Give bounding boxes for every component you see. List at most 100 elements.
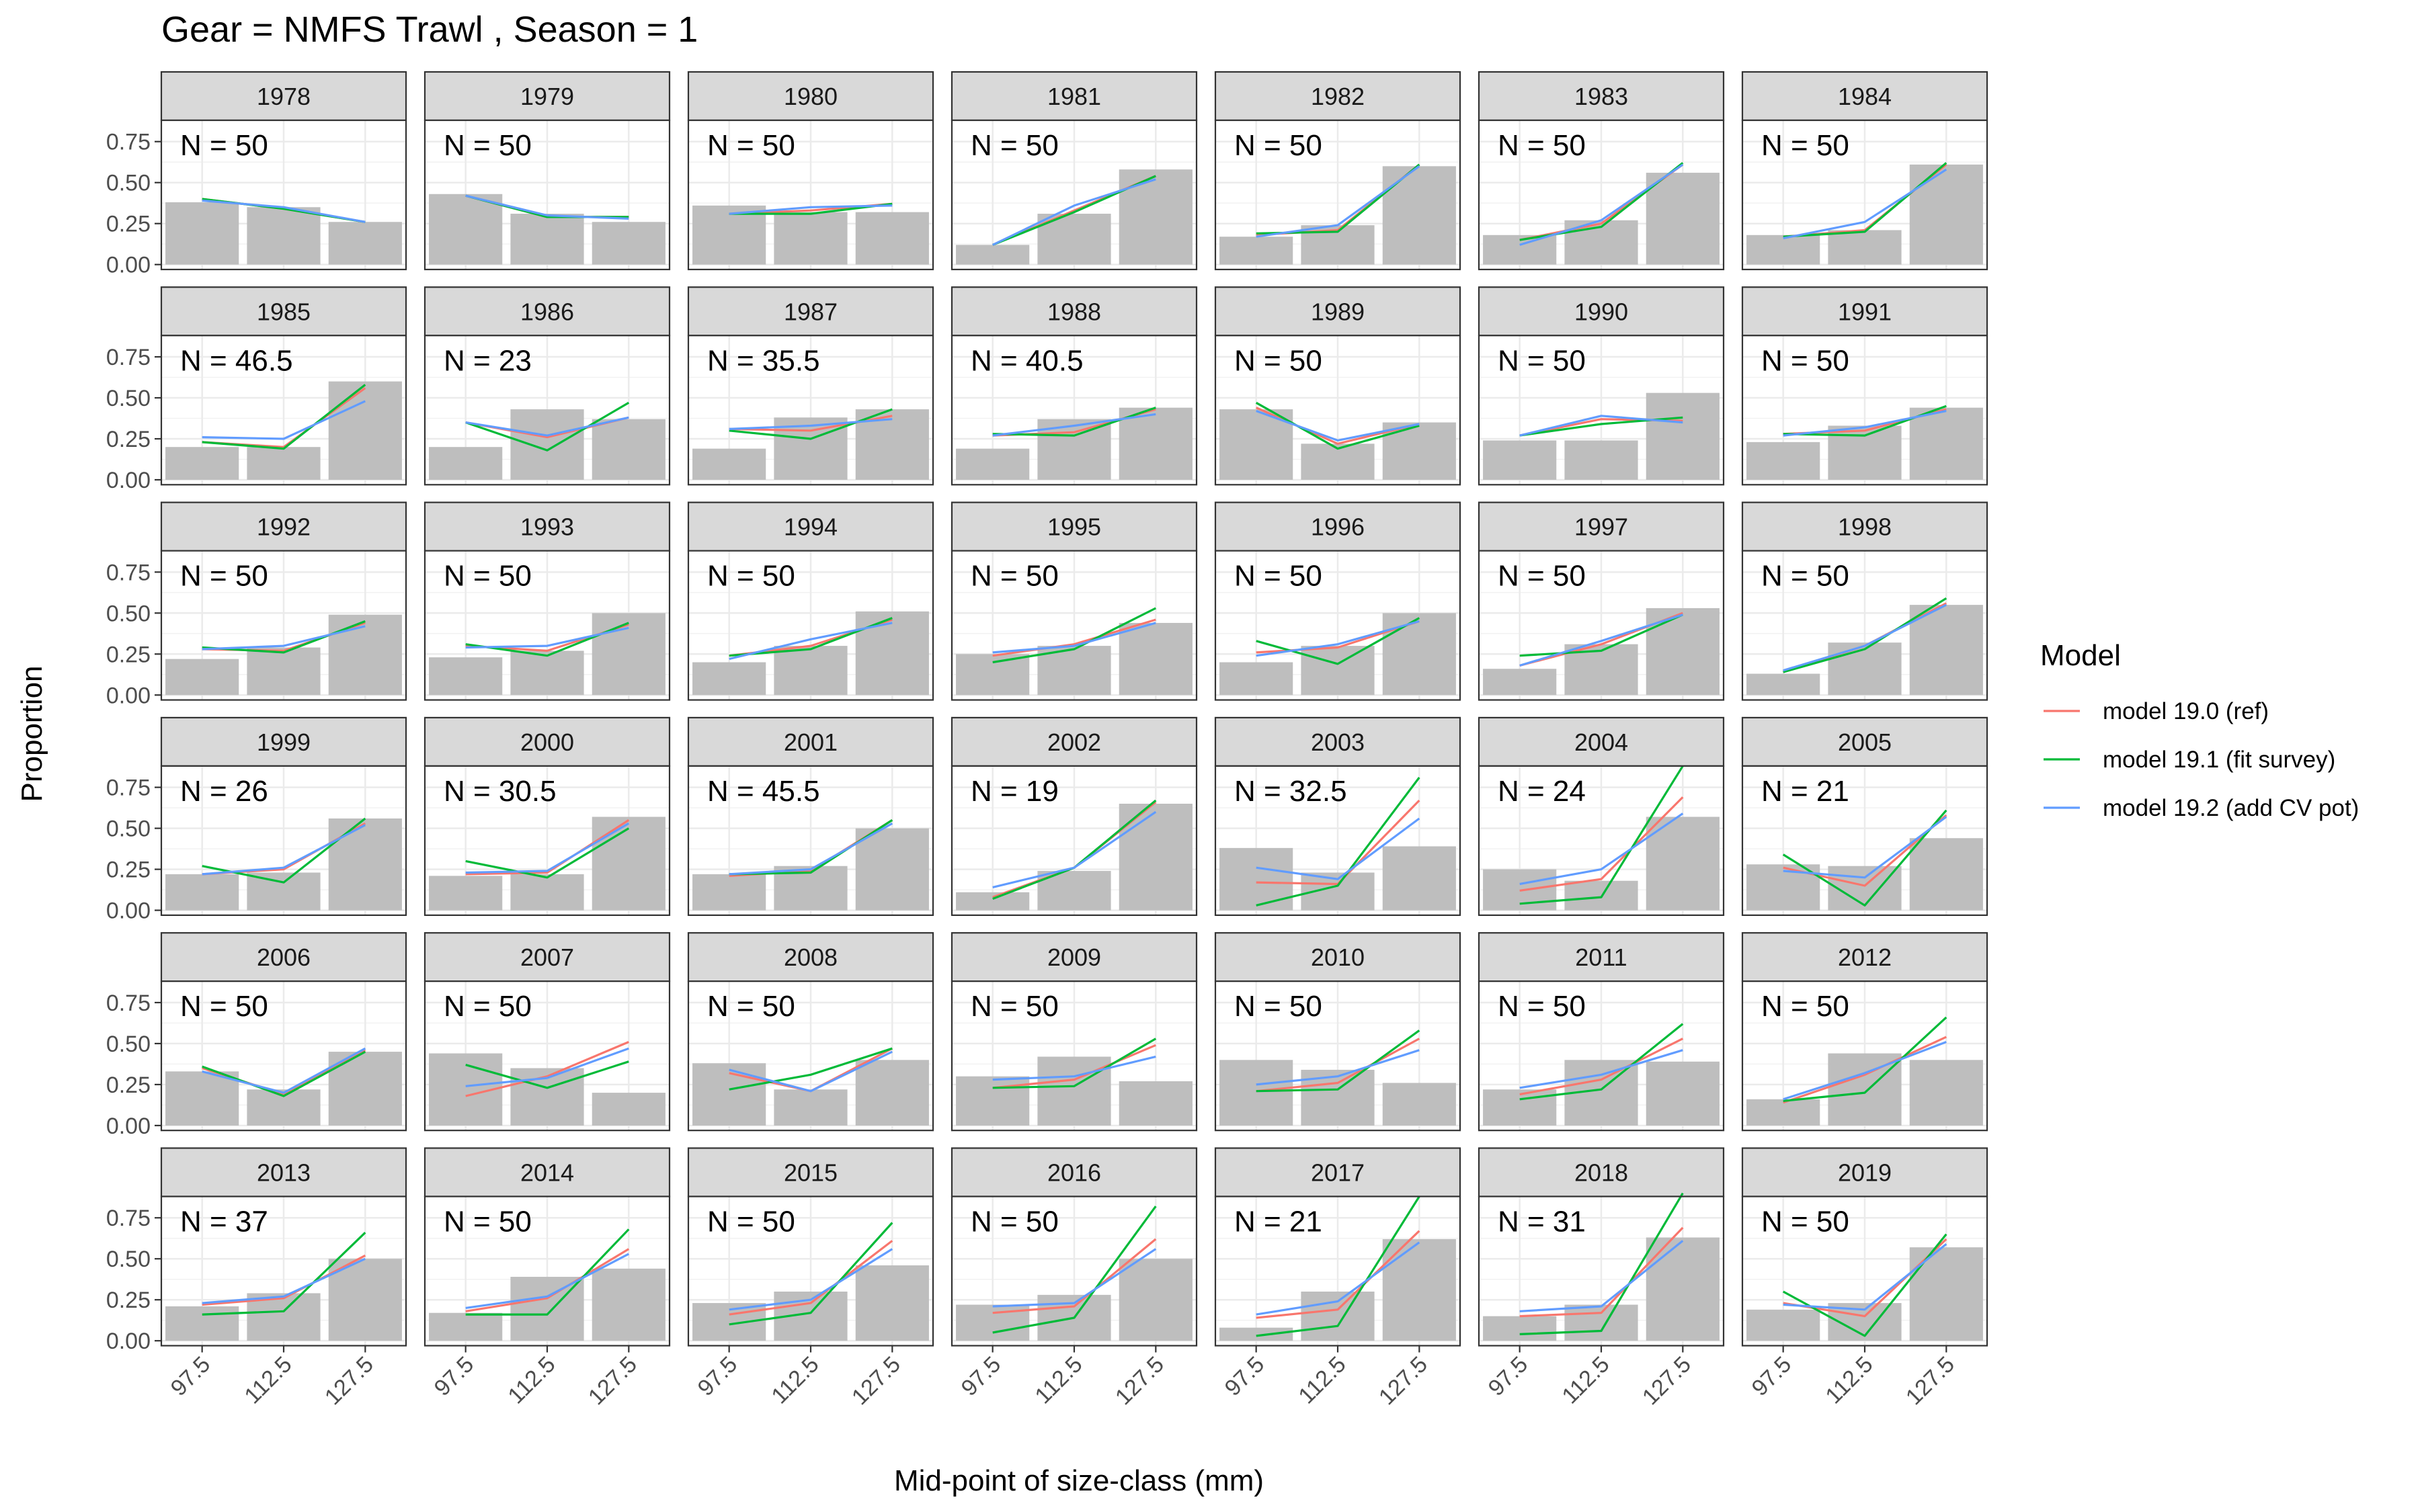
- facet-panel: 1979 N = 50: [424, 71, 671, 271]
- series-line-model-19-1: [1255, 401, 1420, 450]
- facet-strip: [1741, 1147, 1988, 1198]
- series-line-model-19-1: [465, 827, 630, 879]
- observed-bar: [855, 212, 929, 265]
- facet-panel: 1984 N = 50: [1741, 71, 1988, 271]
- series-line-model-19-1: [1783, 1016, 1947, 1102]
- sample-size-label: N = 50: [707, 129, 795, 162]
- facet-panel: 1997 N = 50: [1478, 501, 1725, 701]
- observed-bar: [1828, 866, 1902, 911]
- y-axis-label: Proportion: [15, 665, 48, 802]
- observed-bar: [774, 1089, 848, 1126]
- series-line-model-19-0: [992, 1044, 1156, 1089]
- facet-strip: [951, 1147, 1198, 1198]
- observed-bar: [165, 447, 239, 480]
- sample-size-label: N = 50: [1234, 129, 1322, 162]
- panel-border: [160, 335, 407, 486]
- y-tick-label: 0.25: [106, 1288, 151, 1313]
- panel-border: [160, 980, 407, 1132]
- series-line-model-19-1: [465, 401, 630, 452]
- facet-panel: 1981 N = 50: [951, 71, 1198, 271]
- sample-size-label: N = 24: [1498, 775, 1586, 808]
- facet-strip-label: 1994: [784, 513, 838, 541]
- sample-size-label: N = 50: [707, 1206, 795, 1238]
- sample-size-label: N = 50: [1234, 990, 1322, 1023]
- observed-bar: [165, 874, 239, 911]
- facet-panel: 1993 N = 50: [424, 501, 671, 701]
- panel-border: [1478, 119, 1725, 271]
- facet-strip: [1741, 286, 1988, 337]
- series-line-model-19-2: [1783, 603, 1947, 672]
- facet-panel: 1998 N = 50: [1741, 501, 1988, 701]
- facet-panel: 1996 N = 50: [1214, 501, 1461, 701]
- series-line-model-19-2: [1783, 409, 1947, 437]
- observed-bar: [165, 202, 239, 265]
- facet-strip: [1478, 501, 1725, 552]
- sample-size-label: N = 50: [444, 560, 532, 593]
- observed-bar: [429, 194, 503, 265]
- x-axis-label: Mid-point of size-class (mm): [894, 1464, 1264, 1497]
- facet-strip: [1478, 716, 1725, 767]
- observed-bar: [165, 659, 239, 696]
- legend: Model model 19.0 (ref) model 19.1 (fit su…: [2040, 639, 2359, 829]
- series-line-model-19-2: [1519, 415, 1683, 437]
- facet-strip: [160, 932, 407, 982]
- facet-panel: 2008 N = 50: [687, 932, 934, 1132]
- sample-size-label: N = 50: [971, 560, 1059, 593]
- series-line-model-19-1: [202, 384, 366, 450]
- observed-bar: [692, 1063, 766, 1126]
- series-line-model-19-2: [1256, 165, 1420, 238]
- facet-strip-label: 2008: [784, 943, 838, 971]
- panel-border: [160, 765, 407, 917]
- observed-bar: [855, 828, 929, 911]
- facet-strip-label: 2006: [257, 943, 311, 971]
- series-line-model-19-2: [202, 824, 366, 876]
- facet-panel: 1999 N = 26 0.00 0.25 0.50 0.75: [106, 716, 407, 924]
- facet-strip: [1741, 932, 1988, 982]
- facet-panel: 2002 N = 19: [951, 716, 1198, 917]
- facet-panel: 1995 N = 50: [951, 501, 1198, 701]
- series-line-model-19-0: [1519, 1038, 1684, 1096]
- facet-strip: [1741, 71, 1988, 122]
- facet-strip-label: 1989: [1311, 298, 1365, 325]
- series-line-model-19-1: [729, 1047, 893, 1091]
- facet-strip: [424, 71, 671, 122]
- facet-strip-label: 1979: [520, 83, 574, 110]
- legend-item: model 19.1 (fit survey): [2040, 738, 2335, 781]
- sample-size-label: N = 50: [707, 560, 795, 593]
- y-tick-label: 0.75: [106, 1206, 151, 1231]
- panel-border: [1741, 550, 1988, 701]
- observed-bar: [429, 447, 503, 480]
- observed-bar: [1828, 425, 1902, 480]
- facet-strip: [160, 716, 407, 767]
- y-tick-label: 0.75: [106, 560, 151, 585]
- y-tick-label: 0.00: [106, 898, 151, 924]
- y-tick-label: 0.25: [106, 857, 151, 883]
- observed-bar: [1646, 173, 1720, 265]
- facet-strip-label: 2002: [1047, 728, 1101, 756]
- legend-label: model 19.2 (add CV pot): [2103, 795, 2359, 821]
- observed-bar: [1382, 1083, 1456, 1126]
- facet-strip-label: 2015: [784, 1159, 838, 1187]
- series-line-model-19-2: [992, 810, 1157, 888]
- facet-strip: [687, 716, 934, 767]
- facet-strip-label: 1993: [520, 513, 574, 541]
- facet-panel: 2011 N = 50: [1478, 932, 1725, 1132]
- series-line-model-19-2: [465, 416, 629, 437]
- y-tick-label: 0.00: [106, 1114, 151, 1139]
- observed-bar: [956, 654, 1030, 696]
- series-line-model-19-2: [1783, 168, 1947, 240]
- observed-bar: [1382, 166, 1456, 265]
- series-line-model-19-1: [465, 1228, 630, 1316]
- facet-strip-label: 1988: [1047, 298, 1101, 325]
- observed-bar: [510, 650, 584, 696]
- series-line-model-19-2: [1783, 1041, 1947, 1101]
- legend-item: model 19.0 (ref): [2040, 689, 2269, 732]
- y-tick-label: 0.25: [106, 1073, 151, 1098]
- observed-bar: [1746, 235, 1820, 265]
- facet-strip: [687, 286, 934, 337]
- observed-bar: [1909, 605, 1983, 696]
- facet-strip-label: 1983: [1574, 83, 1628, 110]
